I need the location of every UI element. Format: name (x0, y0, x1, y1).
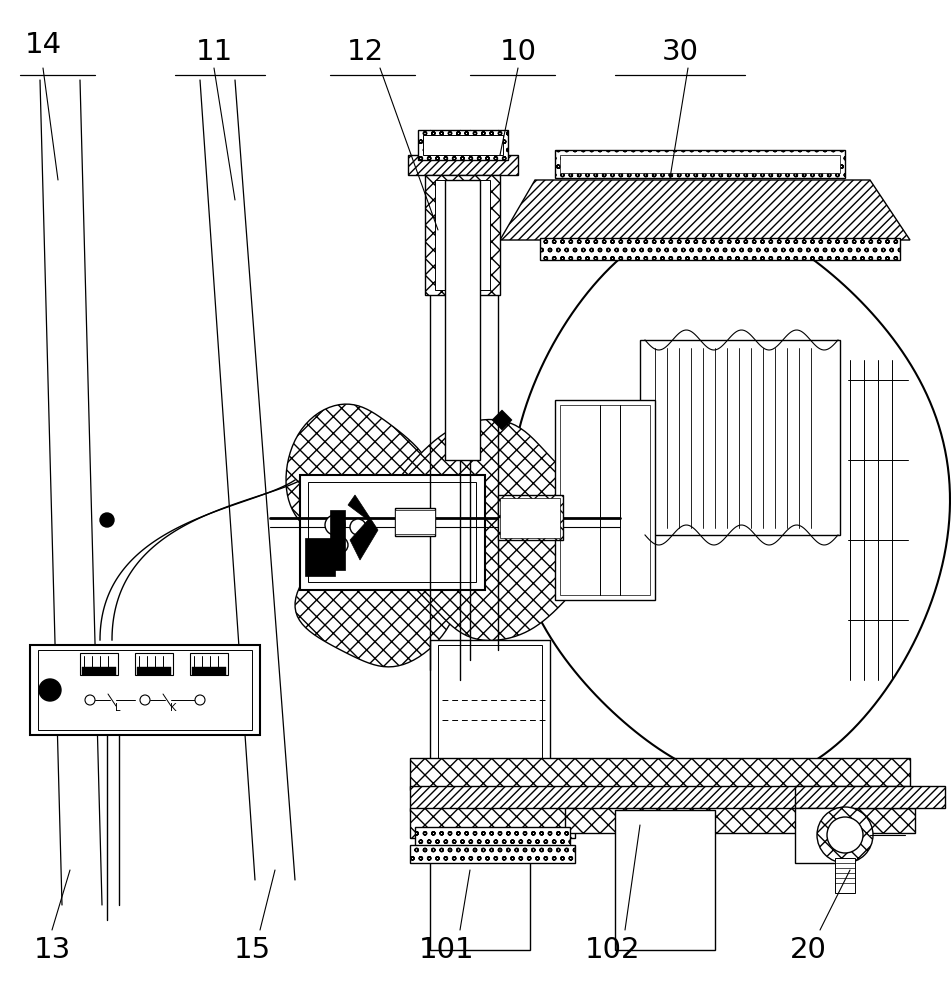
Text: 12: 12 (346, 38, 383, 66)
Polygon shape (286, 404, 432, 556)
Circle shape (140, 695, 150, 705)
Text: 20: 20 (789, 936, 826, 964)
Bar (555, 150, 845, 178)
Text: 13: 13 (33, 936, 70, 964)
Circle shape (817, 807, 873, 863)
Circle shape (85, 695, 95, 705)
Polygon shape (378, 420, 603, 640)
Bar (435, 180, 490, 290)
Circle shape (39, 679, 61, 701)
Polygon shape (500, 180, 910, 240)
Text: K: K (170, 703, 176, 713)
Bar (835, 858, 855, 893)
Bar (438, 645, 542, 830)
Bar (80, 653, 118, 675)
Bar (555, 400, 655, 600)
Polygon shape (510, 218, 950, 782)
Bar (430, 640, 550, 835)
Bar (330, 510, 345, 570)
Bar (410, 808, 575, 838)
Polygon shape (492, 410, 512, 430)
Bar (305, 538, 335, 576)
Text: 10: 10 (499, 38, 536, 66)
Bar (190, 653, 228, 675)
Polygon shape (295, 543, 455, 667)
Bar (135, 653, 173, 675)
Circle shape (100, 513, 114, 527)
Bar (137, 667, 171, 675)
Circle shape (332, 537, 348, 553)
Bar (498, 495, 563, 540)
Text: 11: 11 (195, 38, 233, 66)
Circle shape (195, 695, 205, 705)
Text: 101: 101 (419, 936, 475, 964)
Bar (82, 667, 116, 675)
Bar (500, 498, 560, 538)
Bar (30, 645, 260, 735)
Text: 102: 102 (585, 936, 641, 964)
Bar (395, 508, 435, 536)
Text: 14: 14 (25, 31, 62, 59)
Polygon shape (348, 495, 378, 560)
Bar (410, 786, 910, 811)
Circle shape (325, 515, 345, 535)
Circle shape (350, 519, 366, 535)
Text: L: L (115, 703, 121, 713)
Bar (795, 808, 850, 863)
Bar (445, 180, 480, 460)
Bar (560, 155, 840, 173)
Bar (418, 130, 508, 160)
Bar (300, 475, 485, 590)
Bar (415, 827, 570, 849)
Bar (430, 860, 530, 950)
Bar (423, 135, 503, 155)
Bar (410, 845, 575, 863)
Bar (38, 650, 252, 730)
Bar (425, 175, 500, 295)
Text: 30: 30 (662, 38, 698, 66)
Bar (395, 510, 435, 534)
Polygon shape (795, 786, 945, 808)
Bar (408, 155, 518, 175)
Text: 15: 15 (233, 936, 271, 964)
Bar (640, 340, 840, 535)
Circle shape (827, 817, 863, 853)
Bar (410, 758, 910, 790)
Bar (308, 482, 476, 582)
Bar (565, 808, 915, 833)
Bar (192, 667, 226, 675)
Bar (615, 810, 715, 950)
Bar (560, 405, 650, 595)
Bar (540, 238, 900, 260)
